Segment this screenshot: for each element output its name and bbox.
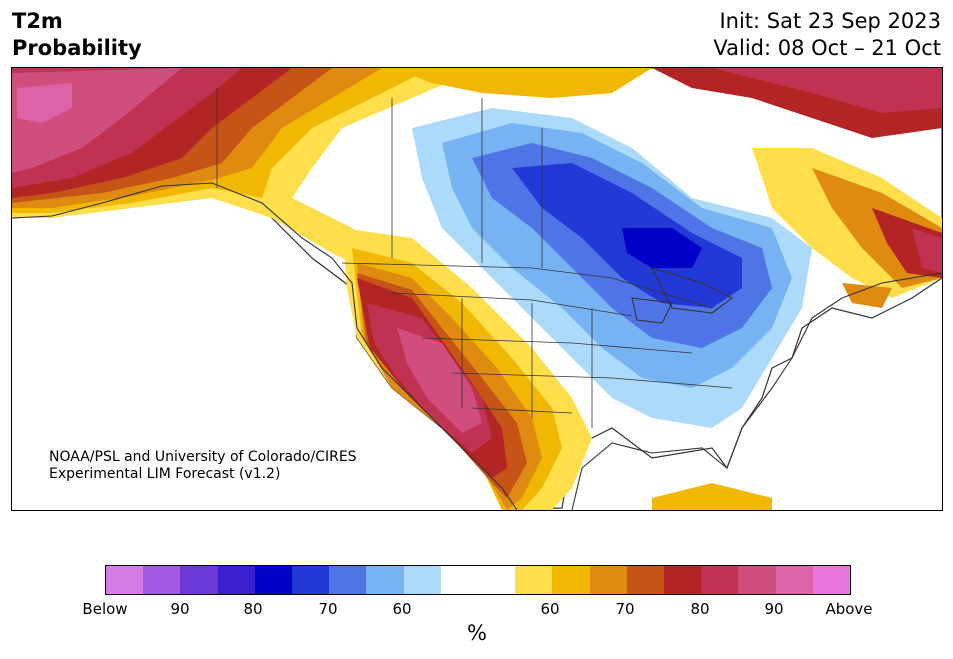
below-band-core <box>622 228 702 268</box>
colorbar-cell <box>626 566 665 594</box>
colorbar-cell <box>701 566 739 594</box>
colorbar-tick-label: 70 <box>318 600 338 618</box>
map-title: T2m Probability <box>12 8 142 62</box>
init-date: Init: Sat 23 Sep 2023 <box>719 9 941 33</box>
colorbar-cell <box>143 566 181 594</box>
forecast-credit: NOAA/PSL and University of Colorado/CIRE… <box>49 449 357 483</box>
above-band-sw-rose <box>397 328 482 433</box>
colorbar-cell <box>775 566 813 594</box>
colorbar-cell <box>589 566 627 594</box>
colorbar-cell <box>403 566 441 594</box>
above-band-caribbean <box>652 483 772 510</box>
coastlines <box>12 182 942 510</box>
colorbar-cell <box>254 566 293 594</box>
forecast-map <box>11 67 943 511</box>
colorbar-cell <box>292 566 330 594</box>
colorbar-cell <box>515 566 553 594</box>
colorbar-cell <box>217 566 255 594</box>
above-band-arctic-gold <box>392 68 652 98</box>
colorbar-tick-label: 90 <box>764 600 784 618</box>
colorbar-tick-label: 80 <box>243 600 263 618</box>
above-band-ne-crimson <box>912 228 942 273</box>
above-band-nw-pink <box>17 83 72 123</box>
colorbar-cell <box>812 566 851 594</box>
above-band-nova-scotia <box>842 283 892 308</box>
colorbar-cell <box>180 566 218 594</box>
colorbar-tick-label: Below <box>82 600 128 618</box>
colorbar-cell <box>478 566 516 594</box>
colorbar-cell <box>664 566 702 594</box>
colorbar-tick-label: Above <box>825 600 873 618</box>
credit-model: Experimental LIM Forecast (v1.2) <box>49 466 281 482</box>
title-type: Probability <box>12 36 142 60</box>
colorbar-cell <box>552 566 590 594</box>
colorbar-cell <box>366 566 404 594</box>
colorbar-tick-label: 90 <box>170 600 190 618</box>
credit-institution: NOAA/PSL and University of Colorado/CIRE… <box>49 449 357 465</box>
colorbar-tick-label: 60 <box>540 600 560 618</box>
colorbar-cell <box>106 566 144 594</box>
colorbar-tick-label: 60 <box>392 600 412 618</box>
colorbar <box>105 565 851 595</box>
colorbar-unit: % <box>467 621 487 645</box>
colorbar-cell <box>440 566 479 594</box>
probability-map-svg <box>12 68 942 510</box>
above-band-arctic-crimson <box>712 68 942 113</box>
colorbar-tick-label: 70 <box>615 600 635 618</box>
colorbar-cell <box>329 566 367 594</box>
valid-range: Valid: 08 Oct – 21 Oct <box>713 36 941 60</box>
title-variable: T2m <box>12 9 63 33</box>
forecast-dates: Init: Sat 23 Sep 2023 Valid: 08 Oct – 21… <box>713 8 941 62</box>
political-borders <box>216 88 733 428</box>
colorbar-tick-label: 80 <box>690 600 710 618</box>
colorbar-cell <box>738 566 776 594</box>
